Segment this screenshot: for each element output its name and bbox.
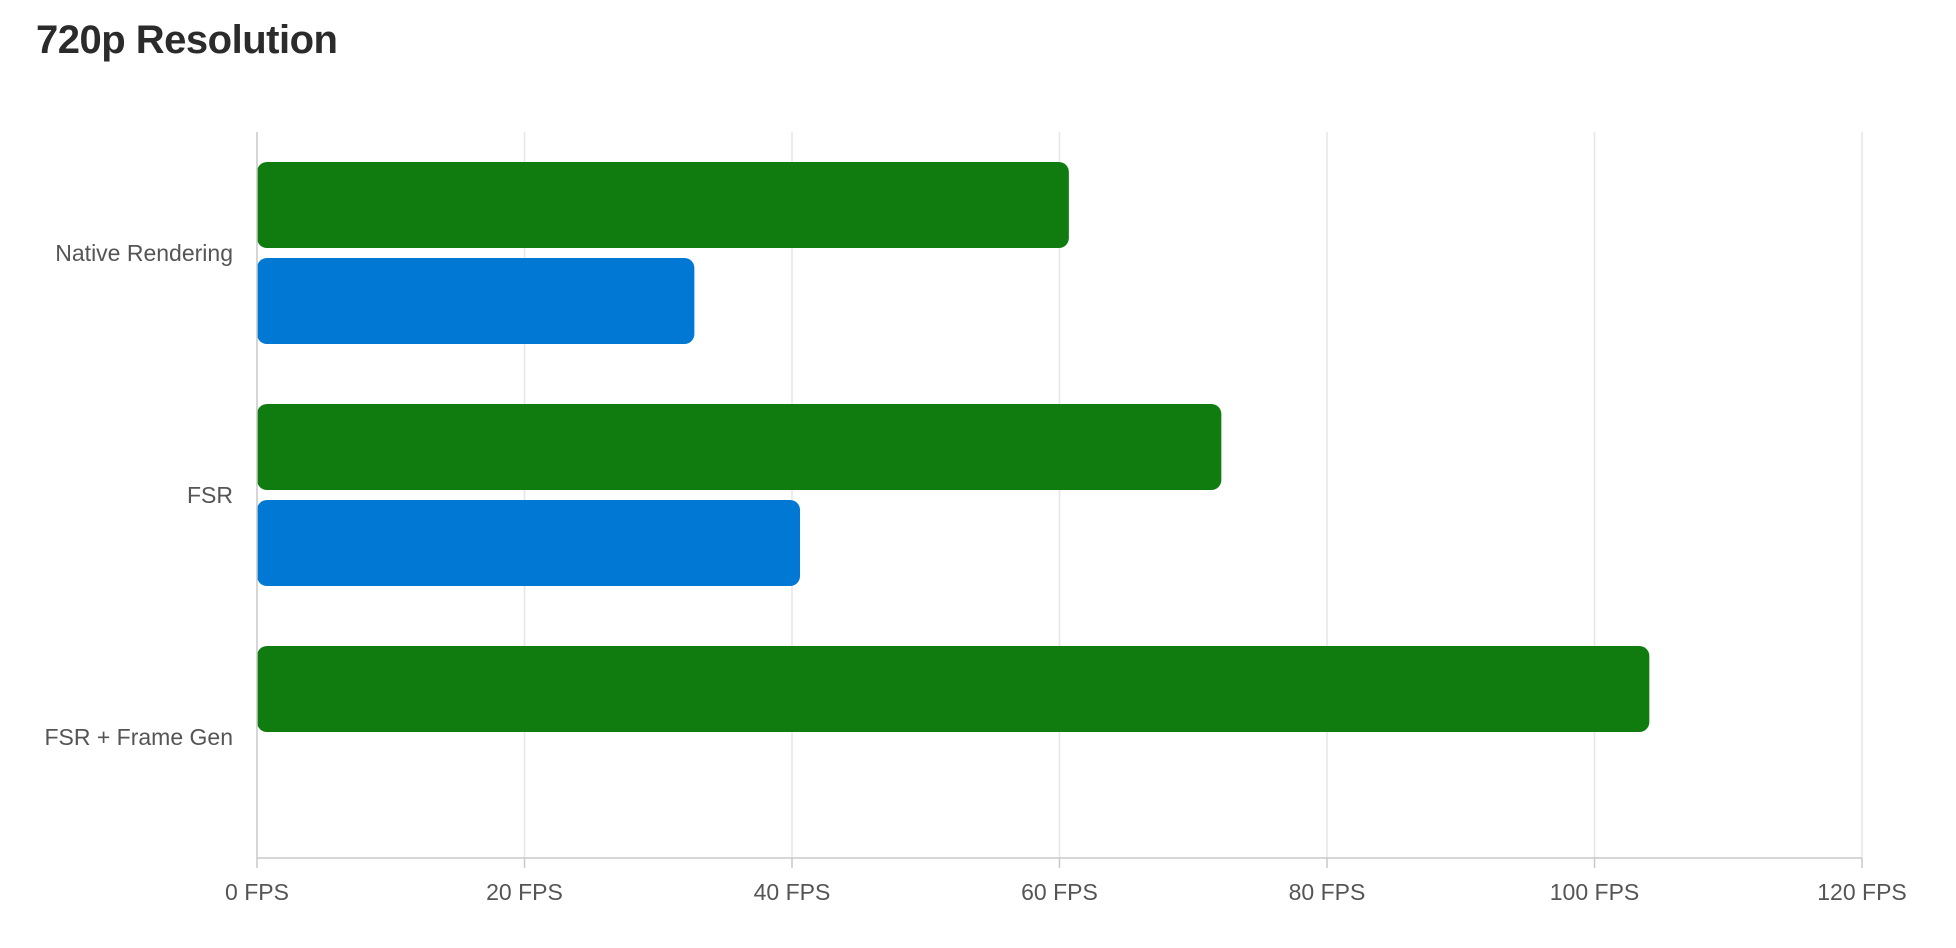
x-tick-label: 20 FPS	[486, 879, 563, 905]
x-tick-label: 100 FPS	[1550, 879, 1640, 905]
x-tick-label: 0 FPS	[225, 879, 289, 905]
y-category-label: FSR + Frame Gen	[44, 724, 233, 750]
y-category-label: FSR	[187, 482, 233, 508]
bar	[257, 404, 1222, 490]
axis-labels: 0 FPS 20 FPS 40 FPS 60 FPS 80 FPS 100 FPS 120 …	[44, 240, 1906, 905]
bar	[257, 646, 1650, 732]
bar	[257, 162, 1069, 248]
bars	[257, 162, 1650, 732]
x-tick-label: 80 FPS	[1289, 879, 1366, 905]
y-category-label: Native Rendering	[55, 240, 233, 266]
x-tick-label: 60 FPS	[1021, 879, 1098, 905]
bar	[257, 500, 801, 586]
x-tick-label: 120 FPS	[1817, 879, 1907, 905]
chart-title: 720p Resolution	[36, 18, 338, 62]
axes	[256, 132, 1863, 868]
x-tick-label: 40 FPS	[754, 879, 831, 905]
bar	[257, 258, 695, 344]
grid-lines	[523, 132, 1863, 858]
